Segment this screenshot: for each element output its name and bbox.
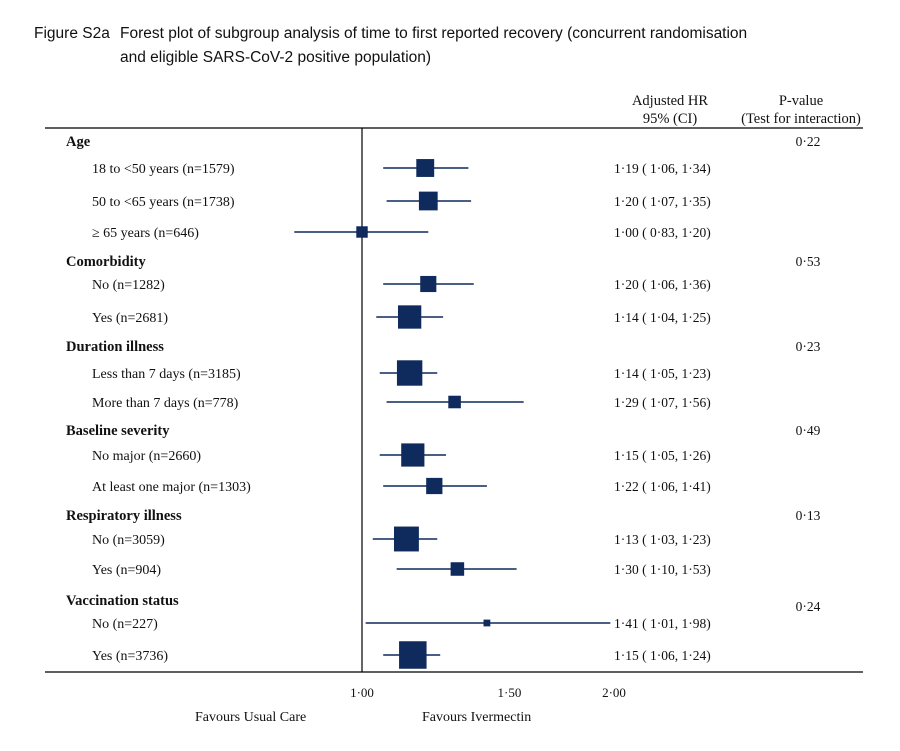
hr-marker [483, 619, 491, 627]
subgroup-label: No (n=227) [92, 617, 158, 632]
subgroup-label: Yes (n=3736) [92, 649, 168, 664]
hr-ci-value: 1·14 ( 1·04, 1·25) [614, 310, 711, 325]
subgroup-label: No (n=1282) [92, 278, 165, 293]
x-tick-label: 2·00 [602, 685, 626, 700]
hr-header-line2: 95% (CI) [642, 111, 698, 127]
hr-ci-value: 1·29 ( 1·07, 1·56) [614, 395, 711, 410]
hr-ci-value: 1·14 ( 1·05, 1·23) [614, 366, 711, 381]
hr-marker [418, 191, 438, 211]
hr-ci-value: 1·13 ( 1·03, 1·23) [614, 532, 711, 547]
x-tick-label: 1·00 [350, 685, 374, 700]
hr-marker [393, 526, 419, 552]
hr-marker [448, 395, 461, 409]
hr-header-line1: Adjusted HR [631, 93, 709, 109]
hr-marker [450, 562, 465, 576]
group-heading: Vaccination status [66, 593, 179, 609]
hr-marker [396, 360, 423, 386]
p-interaction-value: 0·53 [796, 254, 821, 269]
subgroup-label: Less than 7 days (n=3185) [92, 367, 241, 382]
hr-ci-value: 1·15 ( 1·06, 1·24) [614, 648, 711, 663]
subgroup-label: ≥ 65 years (n=646) [92, 226, 199, 241]
hr-ci-value: 1·20 ( 1·06, 1·36) [614, 277, 711, 292]
subgroup-label: No (n=3059) [92, 533, 165, 548]
hr-marker [420, 275, 437, 293]
figure-title: Figure S2a Forest plot of subgroup analys… [34, 22, 854, 70]
p-header-line1: P-value [778, 93, 824, 109]
group-heading: Comorbidity [66, 254, 147, 270]
hr-column-header: Adjusted HR 95% (CI) [600, 92, 740, 128]
figure-title-line1: Forest plot of subgroup analysis of time… [120, 25, 748, 42]
p-interaction-value: 0·13 [796, 508, 821, 523]
p-interaction-value: 0·23 [796, 339, 821, 354]
hr-ci-value: 1·22 ( 1·06, 1·41) [614, 479, 711, 494]
hr-ci-value: 1·19 ( 1·06, 1·34) [614, 161, 711, 176]
group-heading: Respiratory illness [66, 508, 182, 524]
p-interaction-value: 0·22 [796, 134, 821, 149]
group-heading: Age [66, 134, 91, 150]
p-value-column-header: P-value (Test for interaction) [726, 92, 876, 128]
p-header-line2: (Test for interaction) [741, 111, 861, 127]
subgroup-label: Yes (n=904) [92, 563, 161, 578]
hr-ci-value: 1·15 ( 1·05, 1·26) [614, 448, 711, 463]
hr-ci-value: 1·00 ( 0·83, 1·20) [614, 225, 711, 240]
subgroup-label: 18 to <50 years (n=1579) [92, 162, 235, 177]
hr-marker [426, 477, 443, 495]
figure-title-line2: and eligible SARS-CoV-2 positive populat… [120, 49, 432, 66]
subgroup-label: At least one major (n=1303) [92, 480, 251, 495]
hr-marker [399, 641, 427, 669]
hr-ci-value: 1·30 ( 1·10, 1·53) [614, 562, 711, 577]
subgroup-label: No major (n=2660) [92, 449, 201, 464]
x-label-left: Favours Usual Care [195, 710, 306, 725]
x-tick-label: 1·50 [497, 685, 521, 700]
hr-marker [401, 443, 425, 467]
figure-label: Figure S2a [34, 25, 110, 42]
hr-marker [356, 226, 368, 238]
x-label-right: Favours Ivermectin [422, 710, 531, 725]
p-interaction-value: 0·24 [796, 599, 821, 614]
subgroup-label: 50 to <65 years (n=1738) [92, 195, 235, 210]
hr-marker [416, 159, 435, 177]
p-interaction-value: 0·49 [796, 423, 821, 438]
group-heading: Duration illness [66, 339, 164, 355]
hr-ci-value: 1·20 ( 1·07, 1·35) [614, 194, 711, 209]
hr-ci-value: 1·41 ( 1·01, 1·98) [614, 616, 711, 631]
group-heading: Baseline severity [66, 423, 170, 439]
hr-marker [397, 305, 422, 329]
subgroup-label: Yes (n=2681) [92, 311, 168, 326]
subgroup-label: More than 7 days (n=778) [92, 396, 239, 411]
